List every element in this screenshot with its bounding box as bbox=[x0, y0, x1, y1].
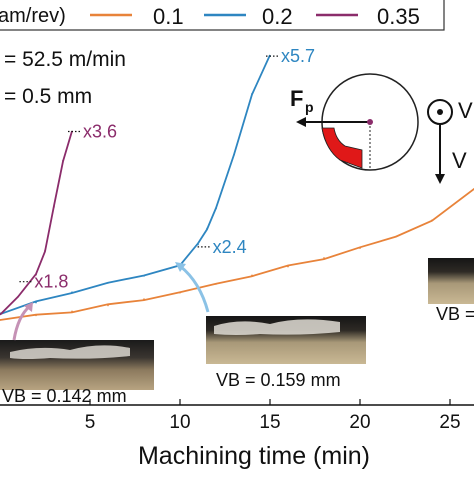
wear-image-1: VB = 0.142 mm bbox=[0, 340, 154, 406]
force-diagram: F p V V bbox=[290, 73, 473, 184]
data-point-0.2 bbox=[215, 207, 217, 210]
data-point-0.1 bbox=[251, 274, 253, 277]
data-point-0.35 bbox=[62, 159, 64, 162]
data-point-0.1 bbox=[431, 219, 433, 221]
data-point-0.2 bbox=[233, 153, 235, 156]
legend-label-0.2: 0.2 bbox=[262, 4, 293, 29]
data-point-0.35 bbox=[0, 313, 1, 315]
data-point-0.35 bbox=[17, 296, 19, 298]
legend-title: am/rev) bbox=[0, 5, 66, 27]
data-point-0.35 bbox=[35, 274, 37, 276]
data-point-0.1 bbox=[323, 257, 325, 259]
data-point-0.1 bbox=[35, 314, 37, 317]
pointer-arrowhead-blue bbox=[175, 262, 186, 272]
legend: am/rev) 0.1 0.2 0.35 bbox=[0, 0, 445, 31]
data-point-0.1 bbox=[71, 310, 73, 313]
pointer-arrow-purple bbox=[12, 304, 32, 341]
data-point-0.1 bbox=[143, 298, 145, 300]
data-point-0.2 bbox=[143, 275, 145, 277]
pointer-arrowhead-purple bbox=[24, 302, 33, 312]
wear-image-3: VB = bbox=[428, 258, 474, 324]
legend-label-0.1: 0.1 bbox=[153, 4, 184, 29]
x-ticks: 5 10 15 20 25 bbox=[85, 399, 461, 433]
data-point-0.1 bbox=[395, 235, 397, 238]
annotation-label: x3.6 bbox=[83, 122, 117, 142]
x-tick-label: 20 bbox=[349, 412, 370, 433]
force-label: F bbox=[290, 86, 303, 111]
tool-center bbox=[367, 119, 373, 125]
data-point-0.1 bbox=[287, 265, 289, 268]
velocity-dot bbox=[437, 109, 443, 115]
x-tick-label: 5 bbox=[85, 412, 96, 433]
data-point-0.1 bbox=[359, 247, 361, 249]
wear-label-2: VB = 0.159 mm bbox=[216, 370, 341, 390]
x-axis-label: Machining time (min) bbox=[138, 442, 370, 470]
data-point-0.2 bbox=[71, 291, 73, 294]
force-arrowhead bbox=[296, 117, 306, 127]
data-point-0.1 bbox=[179, 291, 181, 294]
data-point-0.2 bbox=[197, 243, 199, 246]
pointer-arrow-blue bbox=[179, 264, 210, 313]
force-subscript: p bbox=[305, 99, 314, 115]
series-line-0.1 bbox=[0, 187, 474, 321]
annotation-layer: x5.7 x3.6 x2.4 x1.8 bbox=[19, 46, 315, 292]
data-point-0.1 bbox=[107, 304, 109, 307]
chip-shape bbox=[321, 127, 363, 169]
velocity-arrowhead bbox=[435, 174, 445, 184]
annotation-label: x1.8 bbox=[34, 272, 68, 292]
wear-label-3: VB = bbox=[436, 304, 474, 324]
wear-image-2: VB = 0.159 mm bbox=[206, 316, 366, 390]
annotation-label: x2.4 bbox=[213, 237, 247, 257]
data-point-0.2 bbox=[251, 93, 253, 95]
data-point-0.1 bbox=[215, 283, 217, 285]
series-line-0.2 bbox=[0, 54, 271, 316]
data-point-0.1 bbox=[0, 319, 1, 321]
param-speed: = 52.5 m/min bbox=[4, 48, 126, 71]
velocity-label-top: V bbox=[458, 98, 473, 123]
data-point-0.2 bbox=[35, 301, 37, 304]
data-point-0.35 bbox=[44, 249, 46, 252]
legend-label-0.35: 0.35 bbox=[377, 4, 420, 29]
x-tick-label: 10 bbox=[169, 412, 190, 433]
param-depth: = 0.5 mm bbox=[4, 85, 92, 108]
series-layer bbox=[0, 54, 474, 321]
data-point-0.2 bbox=[206, 227, 208, 230]
annotation-label: x5.7 bbox=[281, 46, 315, 66]
x-tick-label: 15 bbox=[259, 412, 280, 433]
x-tick-label: 25 bbox=[439, 412, 460, 433]
data-point-0.35 bbox=[53, 206, 55, 208]
wear-label-1: VB = 0.142 mm bbox=[2, 386, 127, 406]
velocity-label-bottom: V bbox=[452, 148, 467, 173]
data-point-0.2 bbox=[107, 282, 109, 284]
